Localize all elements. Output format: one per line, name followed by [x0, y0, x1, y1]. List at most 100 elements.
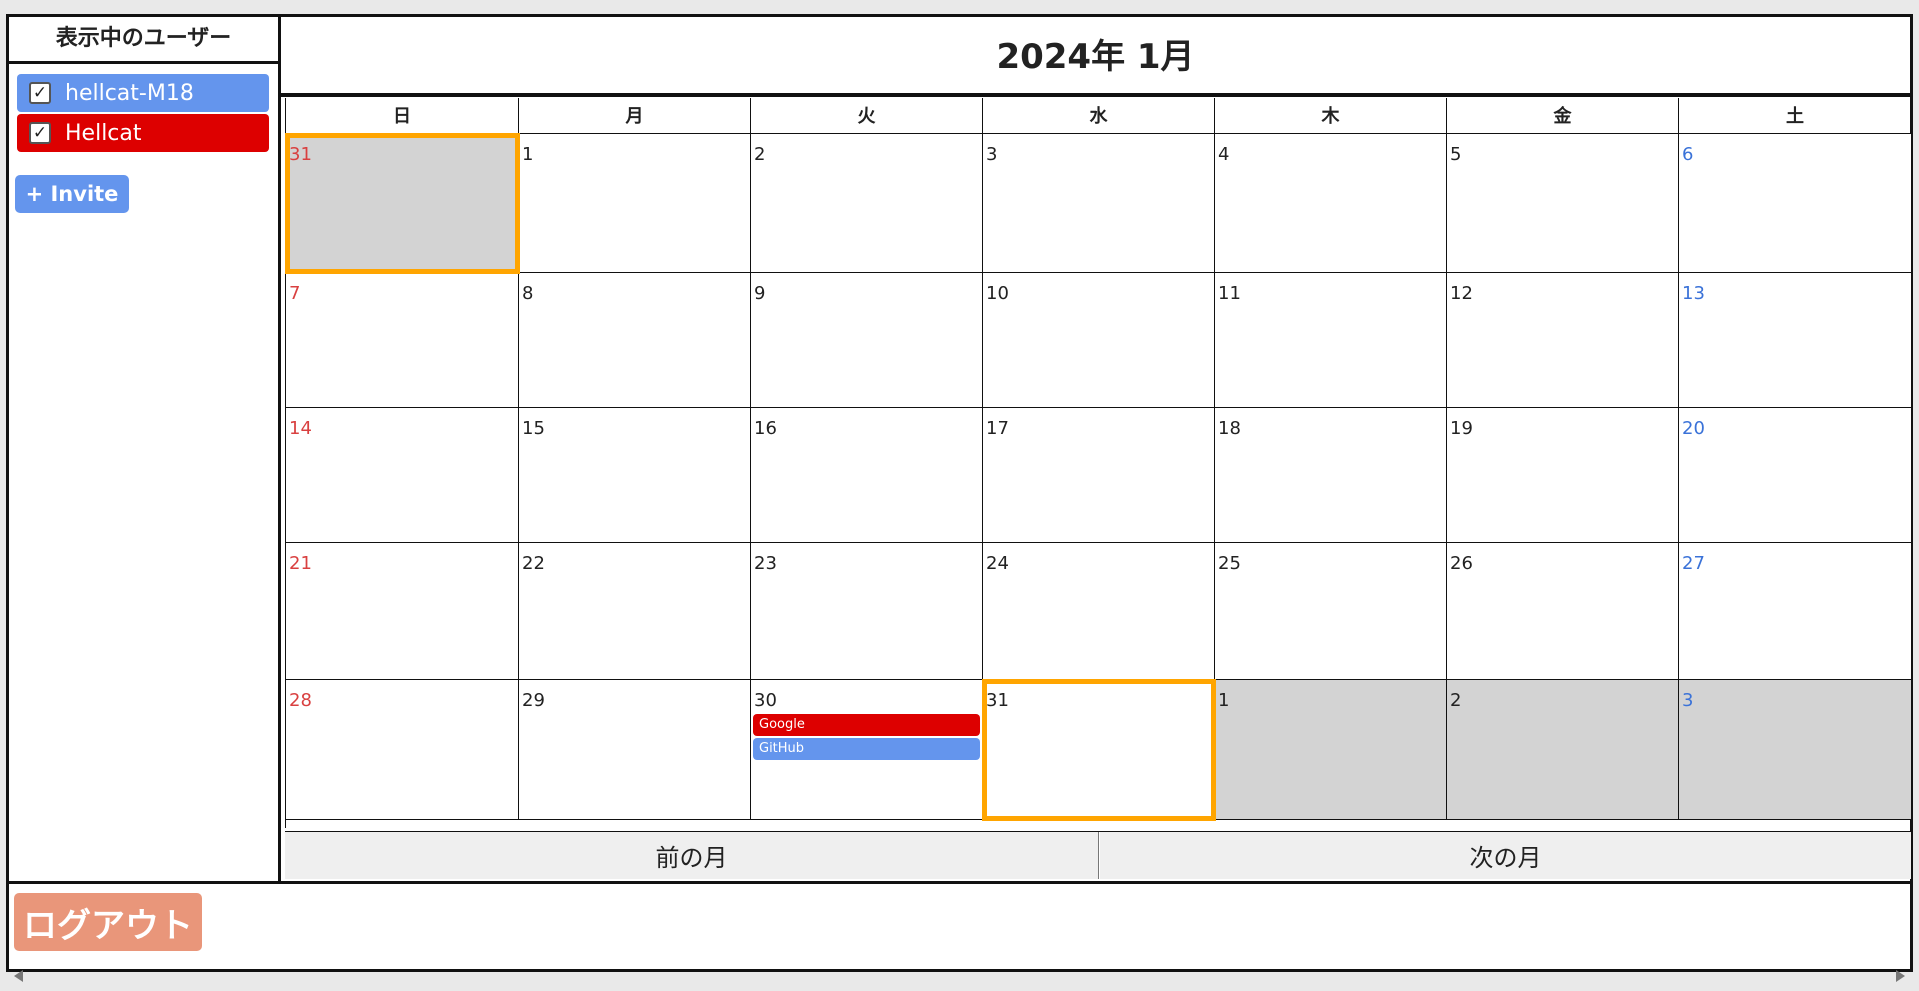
day-cell[interactable]: 22	[519, 543, 751, 680]
day-cell[interactable]: 19	[1447, 408, 1679, 543]
day-number: 21	[289, 553, 312, 574]
calendar-panel: 2024年 1月 日月火水木金土 31 1 2 3 4 5 6 7 8 9 10 11 12 13 14 15…	[281, 17, 1912, 881]
footer: ログアウト	[9, 881, 1910, 969]
day-number: 9	[754, 283, 766, 304]
day-cell[interactable]: 29	[519, 680, 751, 820]
weekday-label: 木	[1215, 98, 1447, 134]
day-number: 19	[1450, 418, 1473, 439]
user-checkbox[interactable]: ✓	[29, 82, 51, 104]
day-number: 15	[522, 418, 545, 439]
day-number: 3	[1682, 690, 1694, 711]
day-cell[interactable]: 10	[983, 273, 1215, 408]
day-cell[interactable]: 9	[751, 273, 983, 408]
day-cell[interactable]: 17	[983, 408, 1215, 543]
day-cell[interactable]: 7	[286, 273, 519, 408]
event-chip[interactable]: GitHub	[753, 738, 980, 760]
day-cell[interactable]: 4	[1215, 134, 1447, 273]
day-number: 31	[986, 690, 1009, 711]
day-number: 30	[754, 690, 777, 711]
day-number: 20	[1682, 418, 1705, 439]
logout-button[interactable]: ログアウト	[14, 893, 202, 951]
month-title: 2024年 1月	[281, 17, 1910, 97]
day-number: 3	[986, 144, 998, 165]
day-cell[interactable]: 2	[751, 134, 983, 273]
day-cell[interactable]: 21	[286, 543, 519, 680]
scroll-left-arrow-icon[interactable]	[14, 970, 23, 982]
day-cell[interactable]: 3	[983, 134, 1215, 273]
user-label: Hellcat	[65, 120, 142, 146]
day-number: 2	[754, 144, 766, 165]
day-cell[interactable]: 11	[1215, 273, 1447, 408]
day-cell[interactable]: 1	[1215, 680, 1447, 820]
month-navigation: 前の月 次の月	[285, 831, 1911, 879]
day-cell[interactable]: 5	[1447, 134, 1679, 273]
day-cell[interactable]: 2	[1447, 680, 1679, 820]
day-number: 24	[986, 553, 1009, 574]
day-cell[interactable]: 27	[1679, 543, 1912, 680]
weekday-label: 土	[1679, 98, 1912, 134]
day-cell[interactable]: 31	[983, 680, 1215, 820]
day-number: 14	[289, 418, 312, 439]
day-cell[interactable]: 31	[286, 134, 519, 273]
day-cell[interactable]: 26	[1447, 543, 1679, 680]
weekday-label: 月	[519, 98, 751, 134]
day-cell[interactable]: 14	[286, 408, 519, 543]
weekday-header: 日月火水木金土	[286, 98, 1912, 134]
day-number: 1	[522, 144, 534, 165]
day-cell[interactable]: 25	[1215, 543, 1447, 680]
day-number: 22	[522, 553, 545, 574]
day-number: 10	[986, 283, 1009, 304]
day-number: 17	[986, 418, 1009, 439]
day-cell[interactable]: 12	[1447, 273, 1679, 408]
invite-button[interactable]: + Invite	[15, 175, 129, 213]
day-number: 16	[754, 418, 777, 439]
day-cell[interactable]: 16	[751, 408, 983, 543]
day-number: 28	[289, 690, 312, 711]
day-number: 5	[1450, 144, 1462, 165]
day-number: 2	[1450, 690, 1462, 711]
day-cell[interactable]: 30 Google GitHub	[751, 680, 983, 820]
weekday-label: 金	[1447, 98, 1679, 134]
weekday-label: 日	[286, 98, 519, 134]
user-sidebar: 表示中のユーザー ✓ hellcat-M18 ✓ Hellcat + Invit…	[9, 17, 281, 881]
day-number: 6	[1682, 144, 1694, 165]
prev-month-button[interactable]: 前の月	[285, 832, 1099, 879]
day-number: 23	[754, 553, 777, 574]
day-number: 8	[522, 283, 534, 304]
calendar-grid: 日月火水木金土 31 1 2 3 4 5 6 7 8 9 10 11 12 13 14 15 16 17 18 19 2…	[285, 98, 1912, 828]
sidebar-title: 表示中のユーザー	[9, 17, 278, 64]
day-cell[interactable]: 15	[519, 408, 751, 543]
user-item-hellcat-m18[interactable]: ✓ hellcat-M18	[17, 74, 269, 112]
day-cell[interactable]: 20	[1679, 408, 1912, 543]
app-frame: 表示中のユーザー ✓ hellcat-M18 ✓ Hellcat + Invit…	[6, 14, 1913, 972]
day-number: 29	[522, 690, 545, 711]
day-number: 25	[1218, 553, 1241, 574]
day-number: 12	[1450, 283, 1473, 304]
day-cell[interactable]: 18	[1215, 408, 1447, 543]
day-number: 13	[1682, 283, 1705, 304]
day-cell[interactable]: 23	[751, 543, 983, 680]
day-cell[interactable]: 13	[1679, 273, 1912, 408]
user-item-hellcat[interactable]: ✓ Hellcat	[17, 114, 269, 152]
day-number: 26	[1450, 553, 1473, 574]
day-cell[interactable]: 8	[519, 273, 751, 408]
day-cell[interactable]: 1	[519, 134, 751, 273]
user-checkbox[interactable]: ✓	[29, 122, 51, 144]
weekday-label: 火	[751, 98, 983, 134]
day-cell[interactable]: 6	[1679, 134, 1912, 273]
day-number: 11	[1218, 283, 1241, 304]
day-number: 31	[289, 144, 312, 165]
day-number: 27	[1682, 553, 1705, 574]
weekday-label: 水	[983, 98, 1215, 134]
day-number: 1	[1218, 690, 1230, 711]
day-number: 18	[1218, 418, 1241, 439]
user-label: hellcat-M18	[65, 80, 194, 106]
day-number: 7	[289, 283, 301, 304]
day-cell[interactable]: 24	[983, 543, 1215, 680]
next-month-button[interactable]: 次の月	[1100, 832, 1911, 879]
day-number: 4	[1218, 144, 1230, 165]
event-chip[interactable]: Google	[753, 714, 980, 736]
scroll-right-arrow-icon[interactable]	[1896, 970, 1905, 982]
day-cell[interactable]: 3	[1679, 680, 1912, 820]
day-cell[interactable]: 28	[286, 680, 519, 820]
